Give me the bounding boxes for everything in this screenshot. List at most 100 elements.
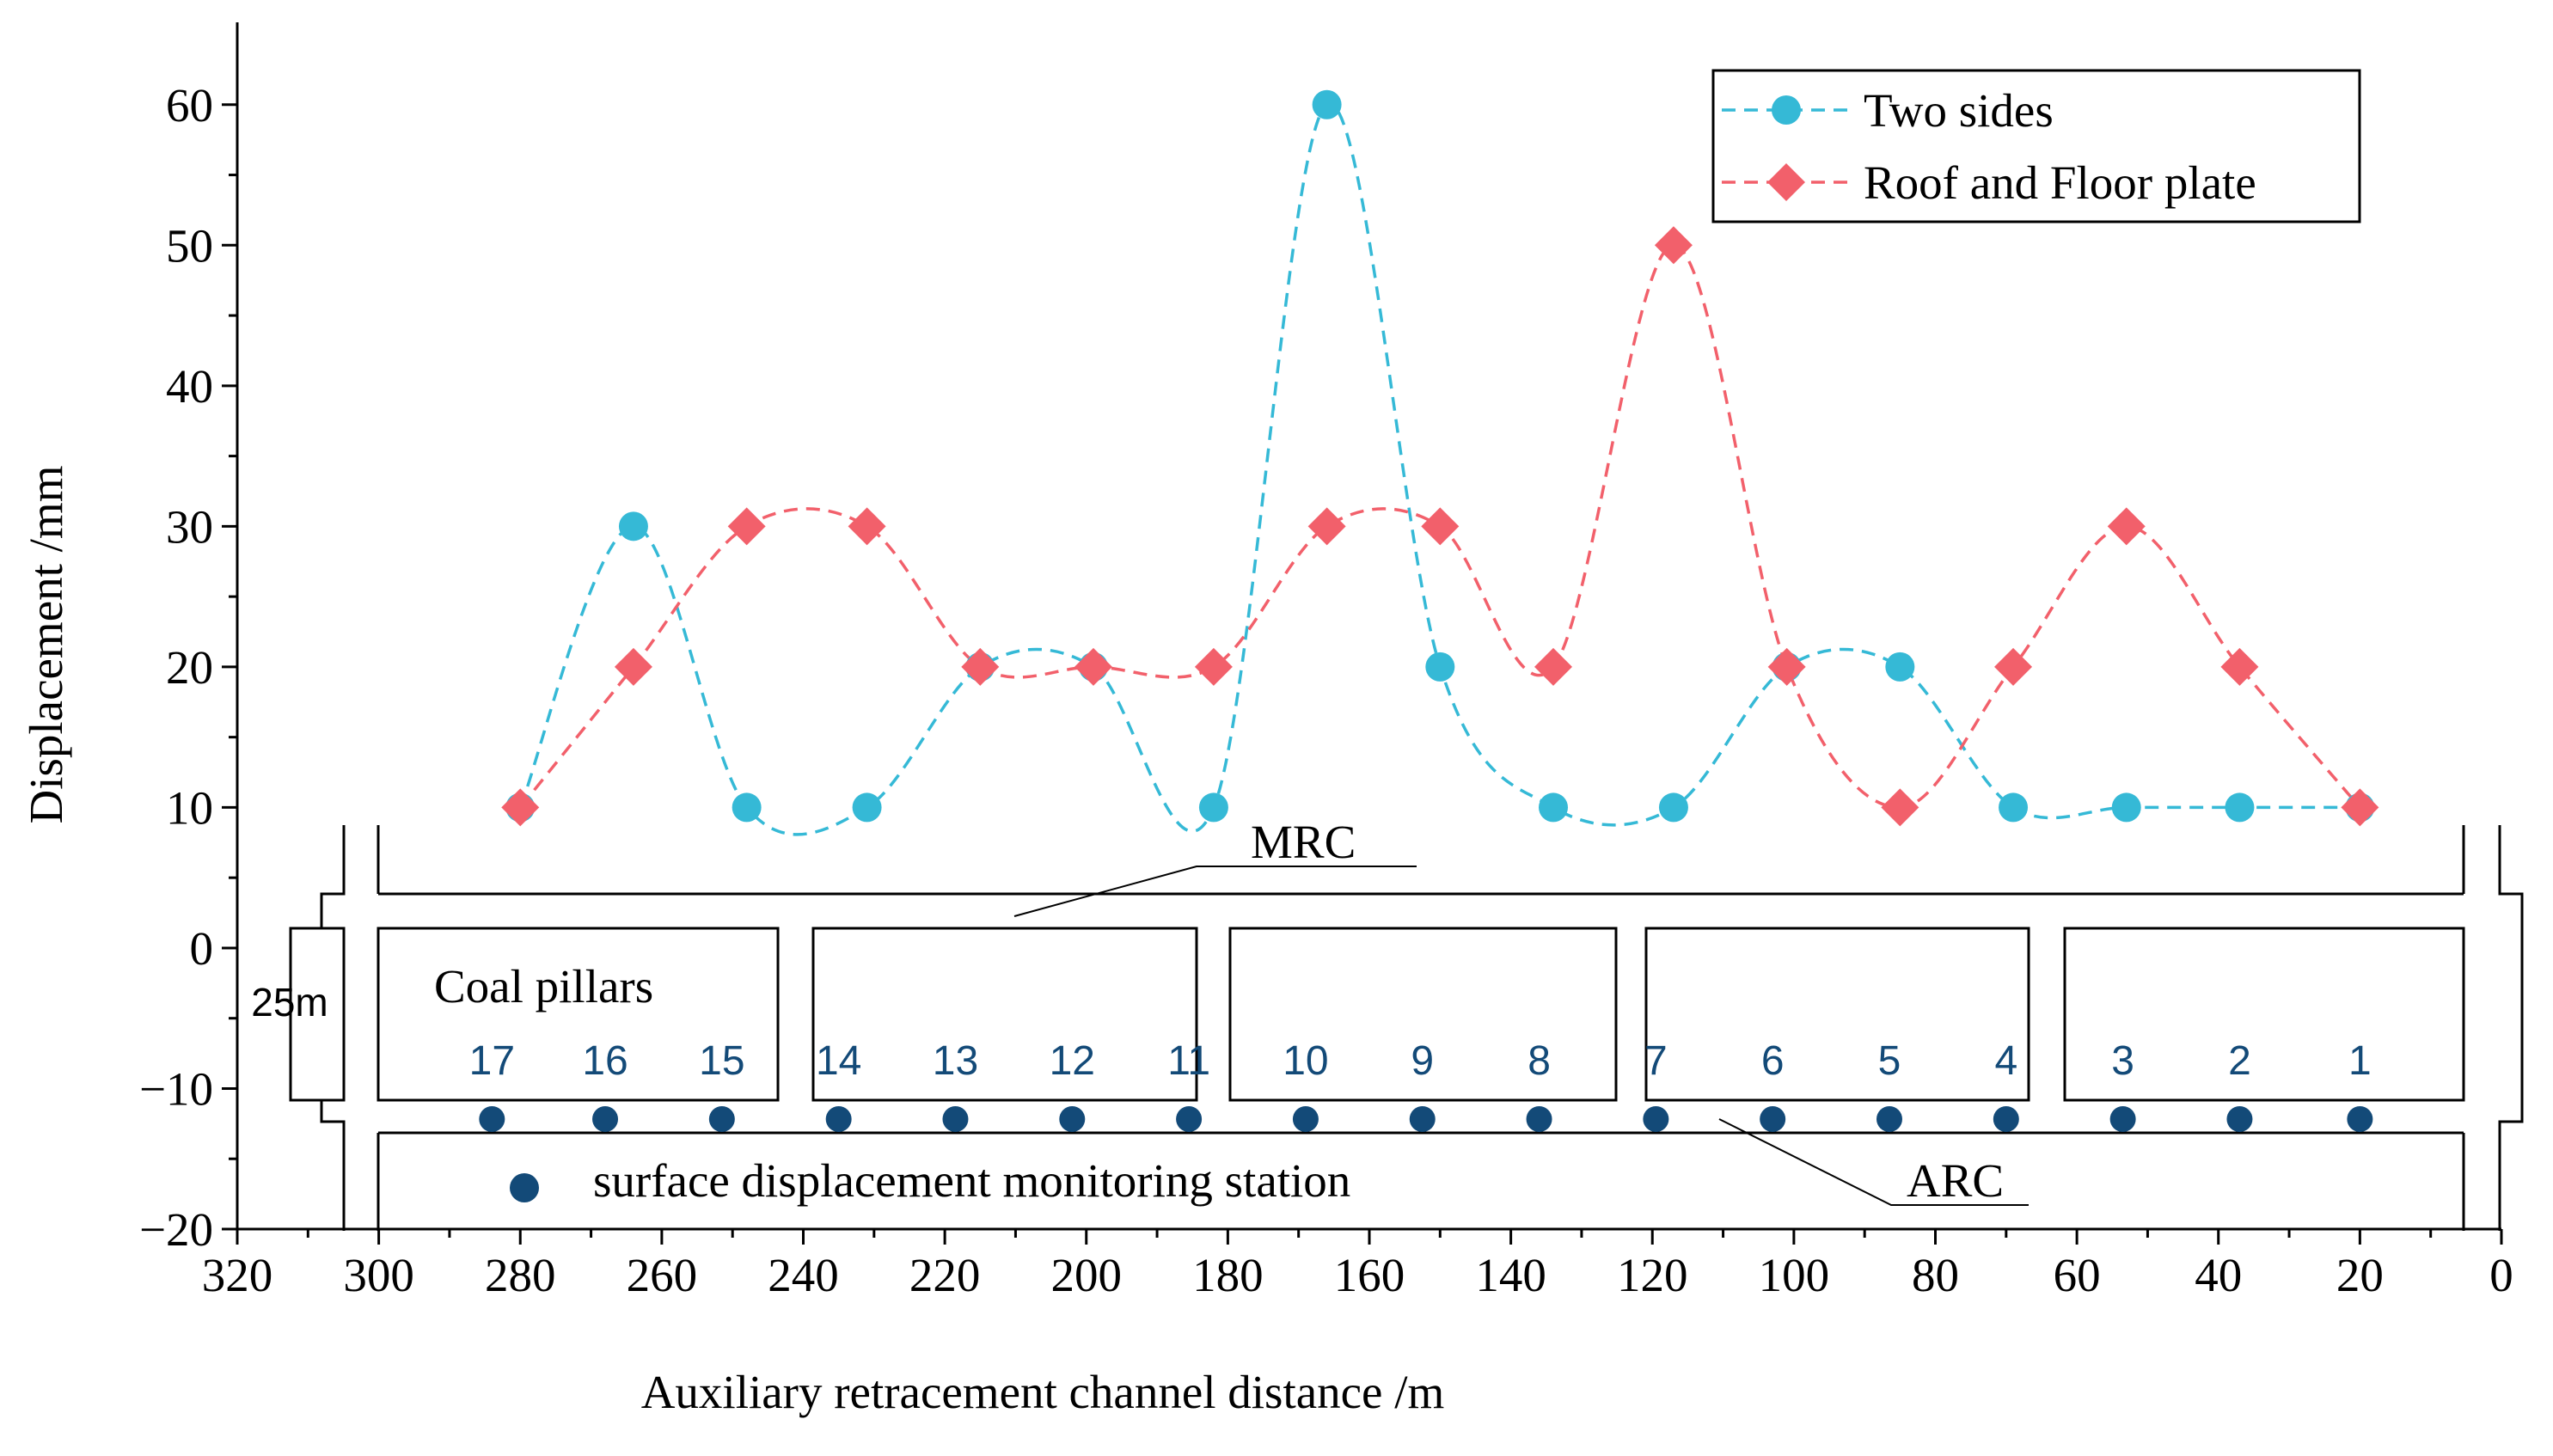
series-1-point-8	[1421, 507, 1460, 546]
x-tick-label-40: 40	[2195, 1249, 2242, 1301]
series-1-point-6	[1194, 647, 1233, 686]
series-1-point-13	[1994, 647, 2033, 686]
station-label-14: 14	[816, 1038, 861, 1084]
series-0-point-1	[618, 511, 648, 541]
series-1-point-1	[614, 647, 652, 686]
legend: Two sides Roof and Floor plate	[1711, 69, 2361, 223]
series-1-point-2	[727, 507, 766, 546]
series-0-point-15	[2225, 792, 2255, 823]
x-tick-label-280: 280	[485, 1249, 556, 1301]
coal-pillar-1	[377, 927, 780, 1102]
legend-marker-0	[1772, 95, 1801, 125]
mrc-label: MRC	[1251, 816, 1356, 868]
y-tick-label--10: −10	[139, 1062, 213, 1115]
coal-pillar-5	[2063, 927, 2465, 1102]
series-1-point-4	[961, 647, 1000, 686]
x-tick-label-0: 0	[2489, 1249, 2513, 1301]
series-0-point-3	[852, 792, 882, 823]
station-label-17: 17	[469, 1038, 515, 1084]
series-1-point-9	[1534, 647, 1573, 686]
monitoring-station-6	[1760, 1106, 1786, 1132]
series-1-point-16	[2341, 788, 2379, 827]
x-tick-label-100: 100	[1759, 1249, 1830, 1301]
monitoring-station-11	[1176, 1106, 1203, 1132]
coal-pillars-label: Coal pillars	[434, 960, 653, 1012]
series-lines	[518, 102, 2361, 836]
monitoring-station-7	[1643, 1106, 1669, 1132]
series-0-point-7	[1312, 89, 1342, 119]
monitoring-station-9	[1409, 1106, 1436, 1132]
y-tick-label-60: 60	[166, 79, 213, 132]
series-1-point-5	[1074, 647, 1112, 686]
x-tick-label-80: 80	[1912, 1249, 1959, 1301]
monitoring-station-8	[1526, 1106, 1552, 1132]
monitoring-station-15	[708, 1106, 735, 1132]
coal-pillar-3	[1228, 927, 1618, 1102]
station-label-1: 1	[2348, 1038, 2372, 1084]
station-label-6: 6	[1761, 1038, 1785, 1084]
legend-label-1: Roof and Floor plate	[1864, 156, 2256, 209]
monitoring-station-17	[479, 1106, 505, 1132]
x-tick-label-140: 140	[1475, 1249, 1546, 1301]
station-label-5: 5	[1878, 1038, 1901, 1084]
x-tick-label-200: 200	[1051, 1249, 1123, 1301]
series-1-point-14	[2107, 507, 2146, 546]
monitoring-station-1	[2347, 1106, 2373, 1132]
series-0-point-6	[1198, 792, 1228, 823]
y-tick-label-40: 40	[166, 360, 213, 413]
monitoring-station-4	[1993, 1106, 2019, 1132]
series-1-point-3	[848, 507, 886, 546]
station-label-13: 13	[933, 1038, 978, 1084]
series-0-point-9	[1539, 792, 1569, 823]
coal-pillar-4	[1644, 927, 2030, 1102]
series-0-point-12	[1885, 652, 1915, 682]
series-1-point-11	[1767, 647, 1806, 686]
station-label-4: 4	[1994, 1038, 2017, 1084]
y-tick-label--20: −20	[139, 1203, 213, 1256]
monitoring-station-12	[1059, 1106, 1086, 1132]
axes: 320 300 280 260 240 220 200 180 160 140 120 100 80 60…	[139, 22, 2513, 1301]
arc-label: ARC	[1907, 1154, 2004, 1207]
station-label-12: 12	[1050, 1038, 1095, 1084]
series-0-point-2	[732, 792, 762, 823]
y-tick-label-20: 20	[166, 641, 213, 694]
x-tick-label-60: 60	[2054, 1249, 2101, 1301]
series-0-point-14	[2111, 792, 2141, 823]
station-label-7: 7	[1644, 1038, 1668, 1084]
monitoring-station-5	[1876, 1106, 1902, 1132]
coal-pillar-2	[811, 927, 1198, 1102]
y-tick-label-10: 10	[166, 781, 213, 834]
legend-label-0: Two sides	[1864, 84, 2054, 137]
mrc-leader-line	[1013, 866, 1417, 917]
series-1-point-15	[2220, 647, 2259, 686]
y-tick-label-50: 50	[166, 219, 213, 272]
station-legend-label: surface displacement monitoring station	[593, 1154, 1350, 1207]
x-axis-title: Auxiliary retracement channel distance /…	[641, 1366, 1445, 1418]
station-label-2: 2	[2228, 1038, 2251, 1084]
x-tick-label-120: 120	[1617, 1249, 1688, 1301]
series-1-point-12	[1881, 788, 1919, 827]
series-line-1	[518, 243, 2361, 810]
station-label-9: 9	[1411, 1038, 1434, 1084]
monitoring-station-14	[825, 1106, 852, 1132]
series-1-point-7	[1307, 507, 1346, 546]
x-tick-label-300: 300	[343, 1249, 414, 1301]
series-0-point-13	[1999, 792, 2029, 823]
station-label-10: 10	[1283, 1038, 1328, 1084]
monitoring-station-16	[592, 1106, 619, 1132]
monitoring-station-2	[2226, 1106, 2253, 1132]
series-1-point-0	[501, 788, 540, 827]
y-tick-label-30: 30	[166, 500, 213, 553]
series-1-point-10	[1654, 226, 1693, 265]
x-tick-label-220: 220	[909, 1249, 981, 1301]
series-line-0	[518, 102, 2360, 836]
series-0-point-10	[1658, 792, 1688, 823]
x-tick-label-260: 260	[627, 1249, 698, 1301]
x-tick-label-320: 320	[202, 1249, 273, 1301]
monitoring-station-3	[2109, 1106, 2136, 1132]
series-0-point-8	[1425, 652, 1455, 682]
legend-box	[1711, 69, 2361, 223]
station-label-3: 3	[2111, 1038, 2134, 1084]
